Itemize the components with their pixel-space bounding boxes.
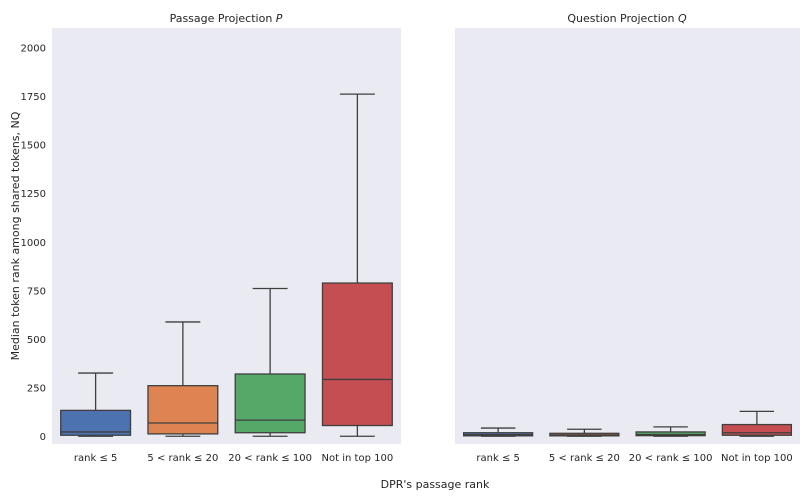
y-tick-label: 750: [27, 286, 46, 297]
iqr-box: [147, 385, 219, 435]
right-box-3: [635, 426, 706, 437]
y-tick-label: 1000: [21, 238, 46, 249]
left-box-2: [147, 321, 219, 437]
right-x-tick-label: rank ≤ 5: [476, 453, 519, 464]
left-boxes: [60, 93, 393, 437]
left-y-ticks: 0 250 500 750 1000 1250 1500 1750 2000: [21, 43, 46, 443]
left-x-tick-label: 5 < rank ≤ 20: [147, 453, 218, 464]
iqr-box: [60, 409, 132, 436]
y-tick-label: 1250: [21, 189, 46, 200]
y-tick-label: 0: [40, 432, 46, 443]
left-x-tick-label: 20 < rank ≤ 100: [228, 453, 312, 464]
right-x-tick-label: 5 < rank ≤ 20: [549, 453, 620, 464]
iqr-box: [234, 373, 306, 434]
y-tick-label: 1500: [21, 141, 46, 152]
left-x-tick-label: rank ≤ 5: [74, 453, 117, 464]
right-box-1: [462, 427, 534, 437]
iqr-box: [721, 423, 793, 436]
left-chart-title: Passage Projection P: [170, 12, 283, 25]
right-x-tick-label: 20 < rank ≤ 100: [629, 453, 713, 464]
right-x-tick-label: Not in top 100: [721, 453, 793, 464]
y-tick-label: 250: [27, 384, 46, 395]
x-axis-label: DPR's passage rank: [381, 478, 490, 491]
left-box-3: [234, 287, 306, 437]
left-box-1: [60, 372, 132, 437]
y-axis-label: Median token rank among shared tokens, N…: [9, 111, 22, 360]
right-chart-title: Question Projection Q: [567, 12, 687, 25]
right-box-2: [549, 428, 620, 437]
iqr-box: [635, 431, 706, 437]
left-x-tick-label: Not in top 100: [322, 453, 394, 464]
right-box-4: [721, 410, 793, 437]
y-tick-label: 2000: [21, 43, 46, 54]
y-tick-label: 1750: [21, 92, 46, 103]
left-box-4: [321, 93, 393, 437]
right-boxes: [462, 410, 793, 437]
right-plot-area: [455, 28, 800, 444]
right-x-ticks: rank ≤ 5 5 < rank ≤ 20 20 < rank ≤ 100 Not …: [476, 453, 792, 464]
iqr-box: [321, 282, 393, 427]
y-tick-label: 500: [27, 335, 46, 346]
left-x-ticks: rank ≤ 5 5 < rank ≤ 20 20 < rank ≤ 100 Not …: [74, 453, 393, 464]
